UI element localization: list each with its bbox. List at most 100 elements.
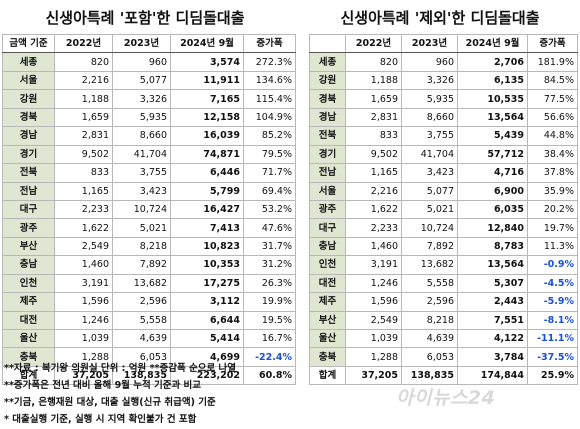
table-row: 경기 9,502 41,704 74,871 79.5% [2,144,296,165]
value-2023-cell: 5,021 [401,199,458,220]
table-row: 충남 1,460 7,892 8,783 11.3% [309,236,578,257]
region-cell: 전남 [2,181,55,201]
region-cell: 대전 [309,273,346,294]
value-2024-cell: 7,165 [170,89,244,109]
value-2024-cell: 13,564 [457,107,528,128]
value-2023-cell: 5,077 [401,181,458,201]
growth-cell: 71.7% [243,163,296,183]
region-cell: 부산 [309,310,346,331]
growth-cell: 44.8% [527,126,578,146]
table-row: 광주 1,622 5,021 7,413 47.6% [2,218,296,238]
growth-cell: 16.7% [243,328,296,349]
table-row: 전남 1,165 3,423 4,716 37.8% [309,163,578,183]
table-row: 인천 3,191 13,682 13,564 -0.9% [309,255,578,275]
value-2024-cell: 5,307 [457,273,528,294]
value-2024-cell: 17,275 [170,273,244,294]
growth-cell: -0.9% [527,255,578,275]
value-2022-cell: 1,165 [54,181,113,201]
value-2022-cell: 2,549 [345,310,402,331]
value-2024-cell: 3,784 [457,347,528,367]
region-cell: 충북 [2,347,55,367]
growth-cell: 69.4% [243,181,296,201]
growth-cell: 47.6% [243,218,296,238]
column-header: 2024년 9월 [457,33,528,54]
growth-cell: 84.5% [527,70,578,91]
value-2022-cell: 1,659 [54,107,113,128]
table-row: 울산 1,039 4,639 4,122 -11.1% [309,328,578,349]
growth-cell: 134.6% [243,70,296,91]
value-2024-cell: 6,446 [170,163,244,183]
value-2022-cell: 1,659 [345,89,402,109]
region-cell: 세종 [309,52,346,72]
value-2022-cell: 1,622 [345,199,402,220]
value-2023-cell: 2,596 [401,292,458,312]
region-cell: 경기 [309,144,346,165]
value-2023-cell: 3,755 [112,163,171,183]
value-2022-cell: 1,039 [345,328,402,349]
table-row: 대전 1,246 5,558 5,307 -4.5% [309,273,578,294]
growth-cell: 31.2% [243,255,296,275]
left-table-title: 신생아특례 '포함'한 디딤돌대출 [45,9,245,27]
value-2022-cell: 9,502 [345,144,402,165]
total-2022-cell: 37,205 [54,365,113,386]
column-header: 2023년 [112,33,171,54]
table-row: 대구 2,233 10,724 12,840 19.7% [309,218,578,238]
growth-cell: 56.6% [527,107,578,128]
value-2024-cell: 8,783 [457,236,528,257]
table-row: 전남 1,165 3,423 5,799 69.4% [2,181,296,201]
value-2023-cell: 2,596 [112,292,171,312]
value-2023-cell: 10,724 [112,199,171,220]
column-header [309,33,346,54]
growth-cell: -37.5% [527,347,578,367]
growth-cell: 115.4% [243,89,296,109]
value-2023-cell: 960 [112,52,171,72]
table-row: 경남 2,831 8,660 16,039 85.2% [2,126,296,146]
growth-cell: 31.7% [243,236,296,257]
value-2024-cell: 6,135 [457,70,528,91]
table-row: 전북 833 3,755 5,439 44.8% [309,126,578,146]
total-2024-cell: 174,844 [457,365,528,386]
table-row: 부산 2,549 8,218 10,823 31.7% [2,236,296,257]
value-2023-cell: 41,704 [112,144,171,165]
table-header-row: 금액 기준 2022년 2023년 2024년 9월 증가폭 [2,33,296,54]
value-2024-cell: 5,414 [170,328,244,349]
region-cell: 대전 [2,310,55,331]
column-header: 2022년 [345,33,402,54]
table-row: 강원 1,188 3,326 6,135 84.5% [309,70,578,91]
value-2024-cell: 5,439 [457,126,528,146]
growth-cell: 104.9% [243,107,296,128]
value-2022-cell: 1,596 [54,292,113,312]
growth-cell: 19.5% [243,310,296,331]
region-cell: 울산 [309,328,346,349]
value-2023-cell: 7,892 [112,255,171,275]
region-cell: 충남 [309,236,346,257]
growth-cell: -8.1% [527,310,578,331]
total-growth-cell: 25.9% [527,365,578,386]
total-label-cell: 합계 [2,365,55,386]
table-header-row: 2022년 2023년 2024년 9월 증가폭 [309,33,578,54]
value-2023-cell: 13,682 [112,273,171,294]
value-2022-cell: 2,831 [54,126,113,146]
value-2023-cell: 8,218 [112,236,171,257]
region-cell: 전남 [309,163,346,183]
table-row: 대전 1,246 5,558 6,644 19.5% [2,310,296,331]
value-2022-cell: 9,502 [54,144,113,165]
value-2023-cell: 7,892 [401,236,458,257]
region-cell: 제주 [2,292,55,312]
table-row: 울산 1,039 4,639 5,414 16.7% [2,328,296,349]
value-2023-cell: 13,682 [401,255,458,275]
value-2024-cell: 3,112 [170,292,244,312]
total-row: 합계 37,205 138,835 174,844 25.9% [309,365,578,386]
left-loan-table: 금액 기준 2022년 2023년 2024년 9월 증가폭 세종 820 960 3,574… [2,33,296,386]
value-2023-cell: 8,660 [112,126,171,146]
value-2023-cell: 5,077 [112,70,171,91]
value-2024-cell: 2,443 [457,292,528,312]
region-cell: 충남 [2,255,55,275]
table-row: 제주 1,596 2,596 3,112 19.9% [2,292,296,312]
table-row: 경북 1,659 5,935 12,158 104.9% [2,107,296,128]
region-cell: 경북 [309,89,346,109]
value-2024-cell: 10,823 [170,236,244,257]
value-2024-cell: 57,712 [457,144,528,165]
value-2023-cell: 3,423 [401,163,458,183]
region-cell: 강원 [309,70,346,91]
